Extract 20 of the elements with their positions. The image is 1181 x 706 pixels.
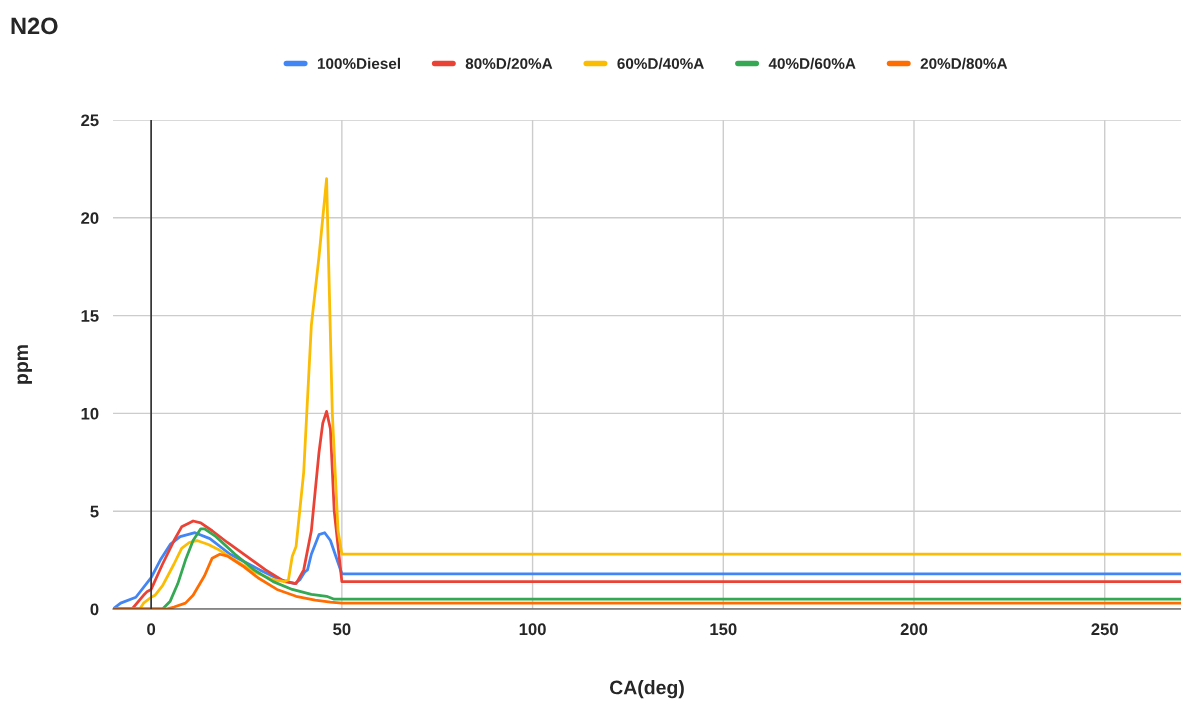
legend-label: 40%D/60%A	[768, 57, 856, 70]
y-tick-label: 25	[81, 114, 99, 127]
y-tick-label: 10	[81, 407, 99, 420]
y-tick-label: 0	[90, 603, 99, 616]
legend-label: 100%Diesel	[317, 57, 400, 69]
y-tick-label: 20	[81, 212, 99, 224]
x-tick-label: 150	[710, 623, 737, 636]
legend-label: 60%D/40%A	[617, 57, 704, 70]
x-tick-label: 0	[147, 623, 156, 636]
x-tick-label: 200	[900, 623, 928, 636]
legend-label: 80%D/20%A	[465, 57, 553, 70]
y-tick-label: 5	[90, 505, 99, 518]
x-tick-label: 50	[333, 623, 351, 636]
x-axis-title: CA(deg)	[610, 680, 684, 699]
x-tick-label: 100	[519, 623, 546, 636]
x-tick-label: 250	[1091, 623, 1118, 636]
legend-label: 20%D/80%A	[920, 57, 1008, 70]
y-tick-label: 15	[81, 310, 99, 322]
chart-title: N2O	[11, 17, 58, 35]
y-axis-title: ppm	[17, 345, 32, 384]
